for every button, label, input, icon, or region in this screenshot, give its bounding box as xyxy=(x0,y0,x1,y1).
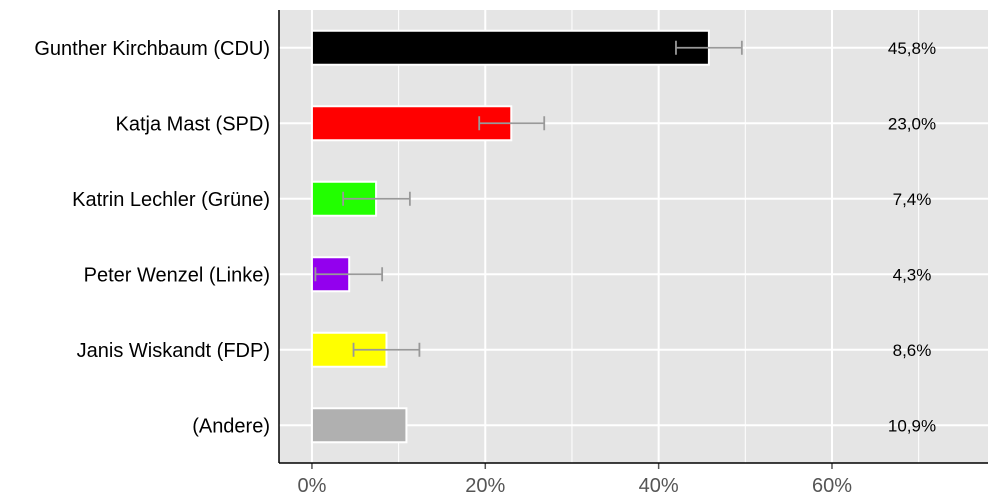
category-label: Katja Mast (SPD) xyxy=(116,113,270,135)
x-axis-ticks: 0% 20% 40% 60% xyxy=(297,463,852,497)
x-tick-label: 0% xyxy=(297,475,326,497)
value-label: 45,8% xyxy=(888,39,936,58)
category-label: Katrin Lechler (Grüne) xyxy=(72,189,270,211)
value-label: 23,0% xyxy=(888,114,936,133)
category-labels: Gunther Kirchbaum (CDU) Katja Mast (SPD) K… xyxy=(34,38,270,438)
category-label: (Andere) xyxy=(192,415,270,437)
x-tick-label: 20% xyxy=(465,475,505,497)
x-tick-label: 60% xyxy=(812,475,852,497)
value-label: 10,9% xyxy=(888,416,936,435)
x-tick-label: 40% xyxy=(639,475,679,497)
value-label: 7,4% xyxy=(893,190,932,209)
error-bars xyxy=(314,40,743,357)
bar xyxy=(310,407,408,444)
category-label: Gunther Kirchbaum (CDU) xyxy=(34,38,270,60)
category-label: Janis Wiskandt (FDP) xyxy=(77,340,270,362)
value-label: 8,6% xyxy=(893,341,932,360)
value-labels: 45,8% 23,0% 7,4% 4,3% 8,6% 10,9% xyxy=(888,39,936,436)
plot-background xyxy=(279,10,988,463)
bar xyxy=(310,29,710,66)
value-label: 4,3% xyxy=(893,265,932,284)
category-label: Peter Wenzel (Linke) xyxy=(84,264,270,286)
